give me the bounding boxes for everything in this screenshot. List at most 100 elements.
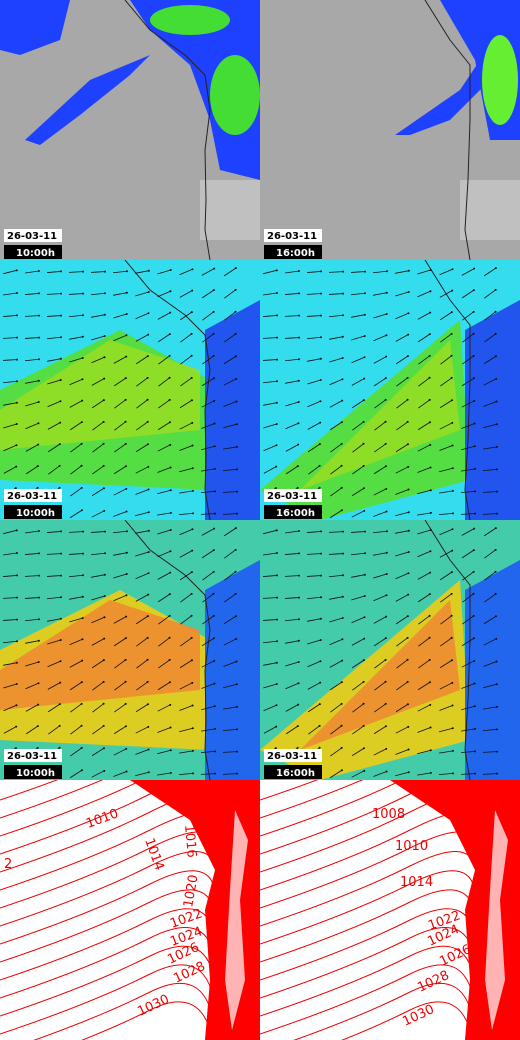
wind-arrow — [157, 572, 171, 580]
wind-arrow — [417, 529, 431, 535]
wind-arrow — [25, 270, 39, 274]
wind-arrow — [417, 421, 431, 431]
wind-arrow — [418, 659, 430, 669]
wind-arrow — [113, 594, 127, 602]
wind-arrow-head — [103, 270, 106, 273]
wind-arrow-head — [59, 421, 62, 424]
wind-arrow-head — [341, 314, 344, 317]
wind-arrow — [460, 513, 476, 515]
wind-arrow-head — [169, 529, 172, 532]
wind-arrow — [69, 681, 83, 691]
wind-arrow — [179, 682, 193, 690]
wind-arrow — [91, 378, 105, 386]
wind-arrow — [484, 549, 496, 559]
wind-arrow-head — [340, 724, 343, 727]
wind-arrow — [91, 574, 105, 578]
wind-arrow-head — [450, 354, 453, 357]
wind-arrow-head — [473, 512, 476, 515]
wind-arrow-head — [125, 291, 128, 294]
wind-arrow-head — [494, 310, 497, 313]
wind-arrow — [417, 512, 431, 516]
wind-arrow-head — [102, 464, 105, 467]
wind-arrow — [351, 659, 365, 669]
wind-arrow — [439, 705, 453, 711]
wind-arrow — [395, 703, 409, 713]
wind-arrow — [222, 513, 238, 515]
isobar — [0, 780, 104, 819]
wind-arrow-head — [275, 704, 278, 707]
isobar — [0, 851, 216, 927]
wind-arrow-head — [406, 615, 409, 618]
time-label: 16:00h — [276, 508, 315, 519]
wind-arrow — [92, 725, 104, 735]
date-box — [264, 489, 322, 502]
wind-arrow-head — [472, 614, 475, 617]
wind-arrow-head — [80, 464, 83, 467]
wind-arrow-head — [37, 358, 40, 361]
wind-arrow-head — [297, 529, 300, 532]
wind-arrow — [91, 638, 105, 646]
wind-arrow-head — [275, 596, 278, 599]
wind-arrow-head — [235, 728, 238, 731]
wind-arrow-head — [191, 489, 194, 492]
wind-arrow-head — [384, 442, 387, 445]
wind-arrow — [484, 289, 496, 299]
wind-arrow-head — [407, 333, 410, 336]
wind-arrow — [157, 529, 171, 535]
wind-arrow-head — [14, 747, 17, 750]
wind-arrow — [46, 531, 62, 533]
wind-arrow — [439, 550, 453, 558]
wind-arrow — [90, 292, 106, 296]
wind-arrow-head — [37, 443, 40, 446]
isobar — [0, 889, 216, 963]
wind-arrow — [307, 379, 321, 385]
date-label: 26-03-11 — [267, 231, 317, 242]
wind-arrow — [482, 728, 498, 732]
wind-arrow-head — [275, 423, 278, 426]
wind-arrow — [158, 659, 170, 669]
wind-arrow-head — [234, 267, 237, 270]
isobar — [81, 1001, 213, 1040]
wind-arrow-head — [429, 550, 432, 553]
wind-arrow — [262, 359, 278, 361]
wind-arrow-head — [319, 336, 322, 339]
wind-arrow-head — [15, 574, 18, 577]
wind-arrow-head — [168, 354, 171, 357]
wind-arrow-head — [80, 421, 83, 424]
wind-arrow-head — [190, 592, 193, 595]
wind-arrow-head — [146, 355, 149, 358]
wind-arrow-head — [363, 313, 366, 316]
wind-arrow-head — [385, 270, 388, 273]
wind-arrow-head — [297, 661, 300, 664]
wind-arrow — [223, 446, 237, 450]
wind-arrow — [484, 311, 496, 321]
wind-arrow-head — [234, 355, 237, 358]
wind-arrow-head — [428, 354, 431, 357]
wind-arrow-head — [428, 681, 431, 684]
wind-arrow-head — [297, 682, 300, 685]
wind-arrow-head — [212, 592, 215, 595]
wind-arrow — [113, 748, 127, 756]
wind-arrow-head — [275, 380, 278, 383]
wind-arrow-head — [451, 528, 454, 531]
wind-arrow-head — [81, 378, 84, 381]
wind-arrow — [136, 659, 148, 669]
wind-arrow-head — [472, 289, 475, 292]
wind-arrow-head — [169, 703, 172, 706]
wind-arrow-head — [275, 465, 278, 468]
wind-arrow — [395, 466, 409, 474]
wind-arrow-head — [103, 616, 106, 619]
wind-arrow-head — [37, 529, 40, 532]
wind-arrow-head — [340, 421, 343, 424]
wind-arrow-head — [473, 659, 476, 662]
wind-arrow-head — [495, 377, 498, 380]
wind-arrow — [306, 596, 322, 600]
wind-arrow-head — [297, 443, 300, 446]
wind-arrow — [352, 443, 364, 453]
wind-arrow — [135, 615, 149, 625]
isobar — [0, 870, 216, 945]
wind-arrow-head — [124, 420, 127, 423]
wind-arrow-head — [407, 465, 410, 468]
wind-arrow — [46, 271, 62, 273]
wind-arrow-head — [473, 399, 476, 402]
